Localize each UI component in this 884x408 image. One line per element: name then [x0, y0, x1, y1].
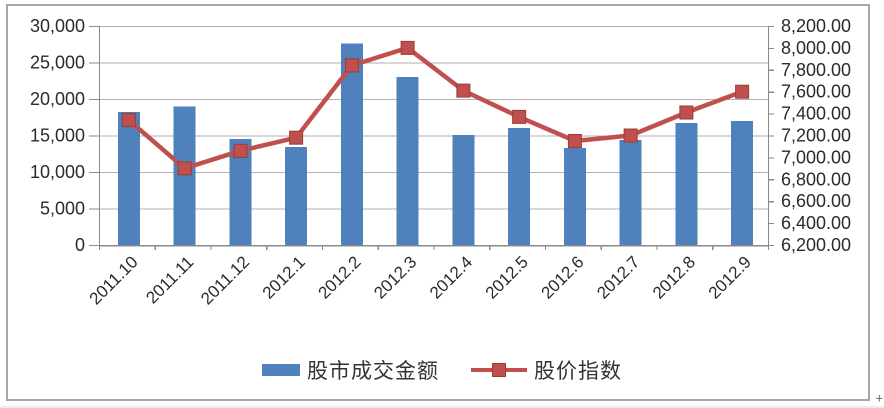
x-axis-label: 2012.4	[426, 252, 476, 302]
left-axis-label: 0	[75, 235, 85, 255]
right-axis-label: 7,600.00	[781, 82, 851, 102]
left-axis-label: 15,000	[30, 126, 85, 146]
chart-legend: 股市成交金额 股价指数	[0, 354, 884, 386]
bar	[340, 43, 363, 245]
bar	[731, 120, 754, 245]
right-axis-label: 6,800.00	[781, 169, 851, 189]
resize-handle: +	[875, 391, 883, 405]
right-axis-label: 8,200.00	[781, 16, 851, 36]
x-axis-label: 2011.12	[197, 252, 253, 308]
left-axis-label: 30,000	[30, 16, 85, 36]
bar	[229, 139, 252, 245]
line-marker	[289, 130, 304, 145]
line-marker	[344, 58, 359, 73]
bar-series-legend-label: 股市成交金额	[307, 360, 439, 383]
line-marker	[400, 40, 415, 55]
right-axis-label: 7,000.00	[781, 147, 851, 167]
right-axis-label: 7,400.00	[781, 104, 851, 124]
line-marker	[512, 109, 527, 124]
bar	[117, 112, 140, 245]
line-marker	[177, 161, 192, 176]
line-series-swatch-icon	[471, 363, 527, 377]
bar	[563, 147, 586, 245]
left-axis-label: 20,000	[30, 89, 85, 109]
bar	[396, 77, 419, 245]
line-marker	[567, 133, 582, 148]
bar	[508, 128, 531, 245]
x-axis-label: 2012.9	[705, 252, 755, 302]
left-axis-label: 5,000	[40, 199, 85, 219]
right-axis-label: 6,600.00	[781, 191, 851, 211]
line-marker	[121, 113, 136, 128]
line-marker	[679, 105, 694, 120]
x-axis-label: 2012.7	[593, 252, 643, 302]
bar	[619, 139, 642, 245]
line-marker	[735, 84, 750, 99]
line-marker	[623, 128, 638, 143]
x-axis-label: 2012.3	[370, 252, 420, 302]
line-marker	[456, 83, 471, 98]
x-axis-label: 2012.6	[537, 252, 587, 302]
bar	[675, 123, 698, 245]
x-axis-label: 2012.1	[259, 252, 309, 302]
bar-series-swatch-icon	[262, 364, 300, 376]
right-axis-label: 6,200.00	[781, 235, 851, 255]
bar	[173, 106, 196, 245]
left-axis-label: 25,000	[30, 53, 85, 73]
right-axis-label: 7,800.00	[781, 60, 851, 80]
bar	[452, 134, 475, 245]
right-axis-label: 7,200.00	[781, 126, 851, 146]
price-index-line	[126, 45, 745, 171]
x-axis-label: 2011.10	[86, 252, 142, 308]
square-marker-icon	[492, 363, 506, 377]
right-axis-label: 8,000.00	[781, 38, 851, 58]
x-axis-label: 2012.2	[314, 252, 364, 302]
x-axis-label: 2011.11	[142, 252, 197, 307]
right-axis-label: 6,400.00	[781, 213, 851, 233]
bar	[285, 147, 308, 245]
line-series-legend-label: 股价指数	[534, 360, 622, 383]
line-marker	[233, 143, 248, 158]
left-axis-label: 10,000	[30, 162, 85, 182]
x-axis-label: 2012.8	[649, 252, 699, 302]
x-axis-label: 2012.5	[482, 252, 532, 302]
